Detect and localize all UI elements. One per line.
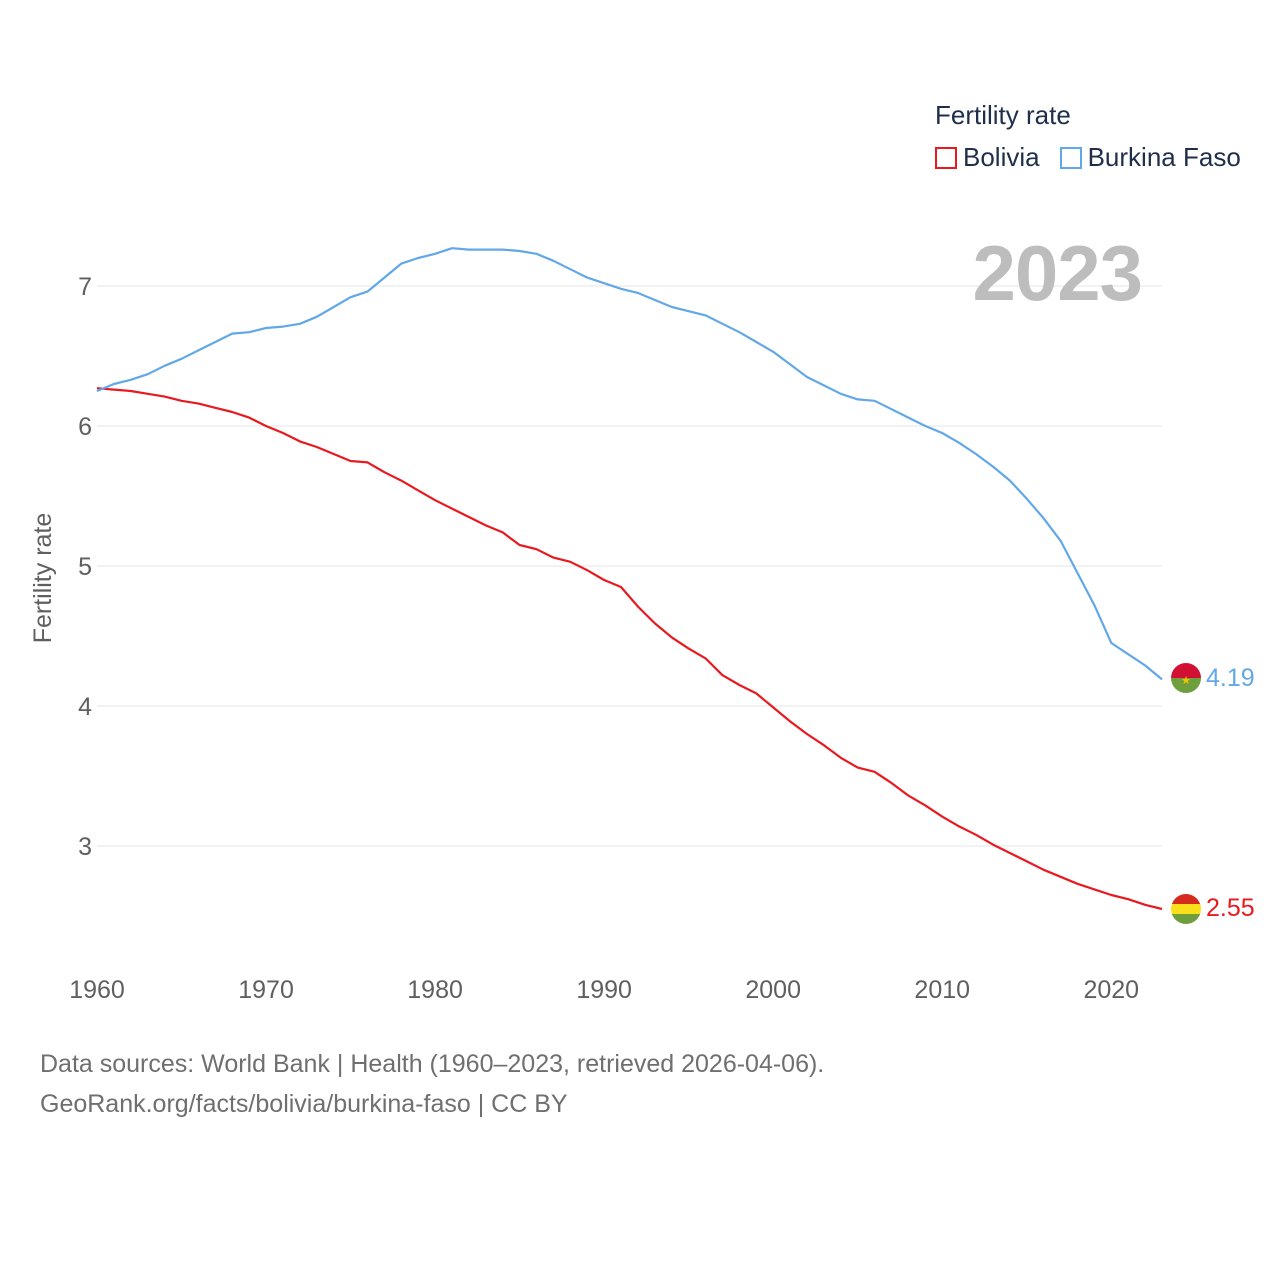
legend-label-burkina-faso: Burkina Faso bbox=[1087, 142, 1241, 172]
x-tick-label: 1980 bbox=[407, 976, 463, 1004]
y-tick-label: 6 bbox=[78, 413, 92, 441]
x-tick-label: 1990 bbox=[576, 976, 632, 1004]
y-axis-title: Fertility rate bbox=[29, 513, 57, 644]
legend-swatch-bolivia bbox=[935, 146, 957, 169]
series-line-bolivia[interactable] bbox=[96, 387, 1163, 911]
gridlines bbox=[97, 285, 1162, 847]
x-tick-label: 2010 bbox=[914, 976, 970, 1004]
series-line-burkina-faso[interactable] bbox=[96, 247, 1163, 681]
series-lines bbox=[96, 247, 1163, 911]
legend-item-bolivia[interactable]: Bolivia bbox=[935, 142, 1040, 173]
legend-title: Fertility rate bbox=[935, 100, 1071, 130]
legend-label-bolivia: Bolivia bbox=[963, 142, 1040, 172]
legend-swatch-burkina-faso bbox=[1059, 146, 1082, 169]
footer-sources: Data sources: World Bank | Health (1960–… bbox=[40, 1050, 825, 1078]
current-year-label: 2023 bbox=[972, 229, 1143, 317]
footer-attribution[interactable]: GeoRank.org/facts/bolivia/burkina-faso |… bbox=[40, 1090, 568, 1118]
x-axis-ticks: 1960 1970 1980 1990 2000 2010 2020 bbox=[69, 976, 1139, 1004]
x-tick-label: 1960 bbox=[69, 976, 125, 1004]
y-tick-label: 4 bbox=[78, 693, 92, 721]
x-tick-label: 1970 bbox=[238, 976, 294, 1004]
bolivia-end-value: 2.55 bbox=[1206, 894, 1255, 922]
svg-text:★: ★ bbox=[1181, 675, 1191, 687]
burkina-faso-end-value: 4.19 bbox=[1206, 664, 1255, 692]
legend-item-burkina-faso[interactable]: Burkina Faso bbox=[1059, 142, 1241, 173]
bolivia-flag-icon bbox=[1171, 894, 1201, 924]
legend: Bolivia Burkina Faso bbox=[935, 142, 1261, 173]
y-tick-label: 3 bbox=[78, 833, 92, 861]
burkina-faso-flag-icon: ★ bbox=[1171, 663, 1201, 693]
y-tick-label: 5 bbox=[78, 553, 92, 581]
footer: Data sources: World Bank | Health (1960–… bbox=[40, 1044, 824, 1124]
y-axis-ticks: 3 4 5 6 7 bbox=[78, 273, 92, 861]
y-tick-label: 7 bbox=[78, 273, 92, 301]
x-tick-label: 2020 bbox=[1083, 976, 1139, 1004]
x-tick-label: 2000 bbox=[745, 976, 801, 1004]
